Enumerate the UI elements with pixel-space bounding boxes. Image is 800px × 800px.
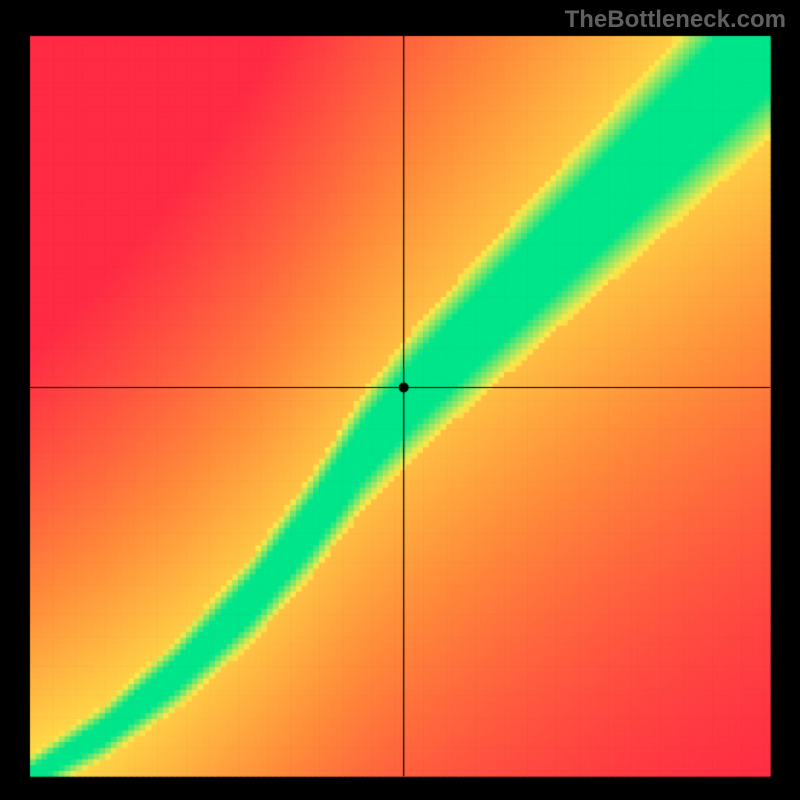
chart-container: TheBottleneck.com: [0, 0, 800, 800]
watermark-text: TheBottleneck.com: [565, 6, 786, 34]
heatmap-canvas: [0, 0, 800, 800]
